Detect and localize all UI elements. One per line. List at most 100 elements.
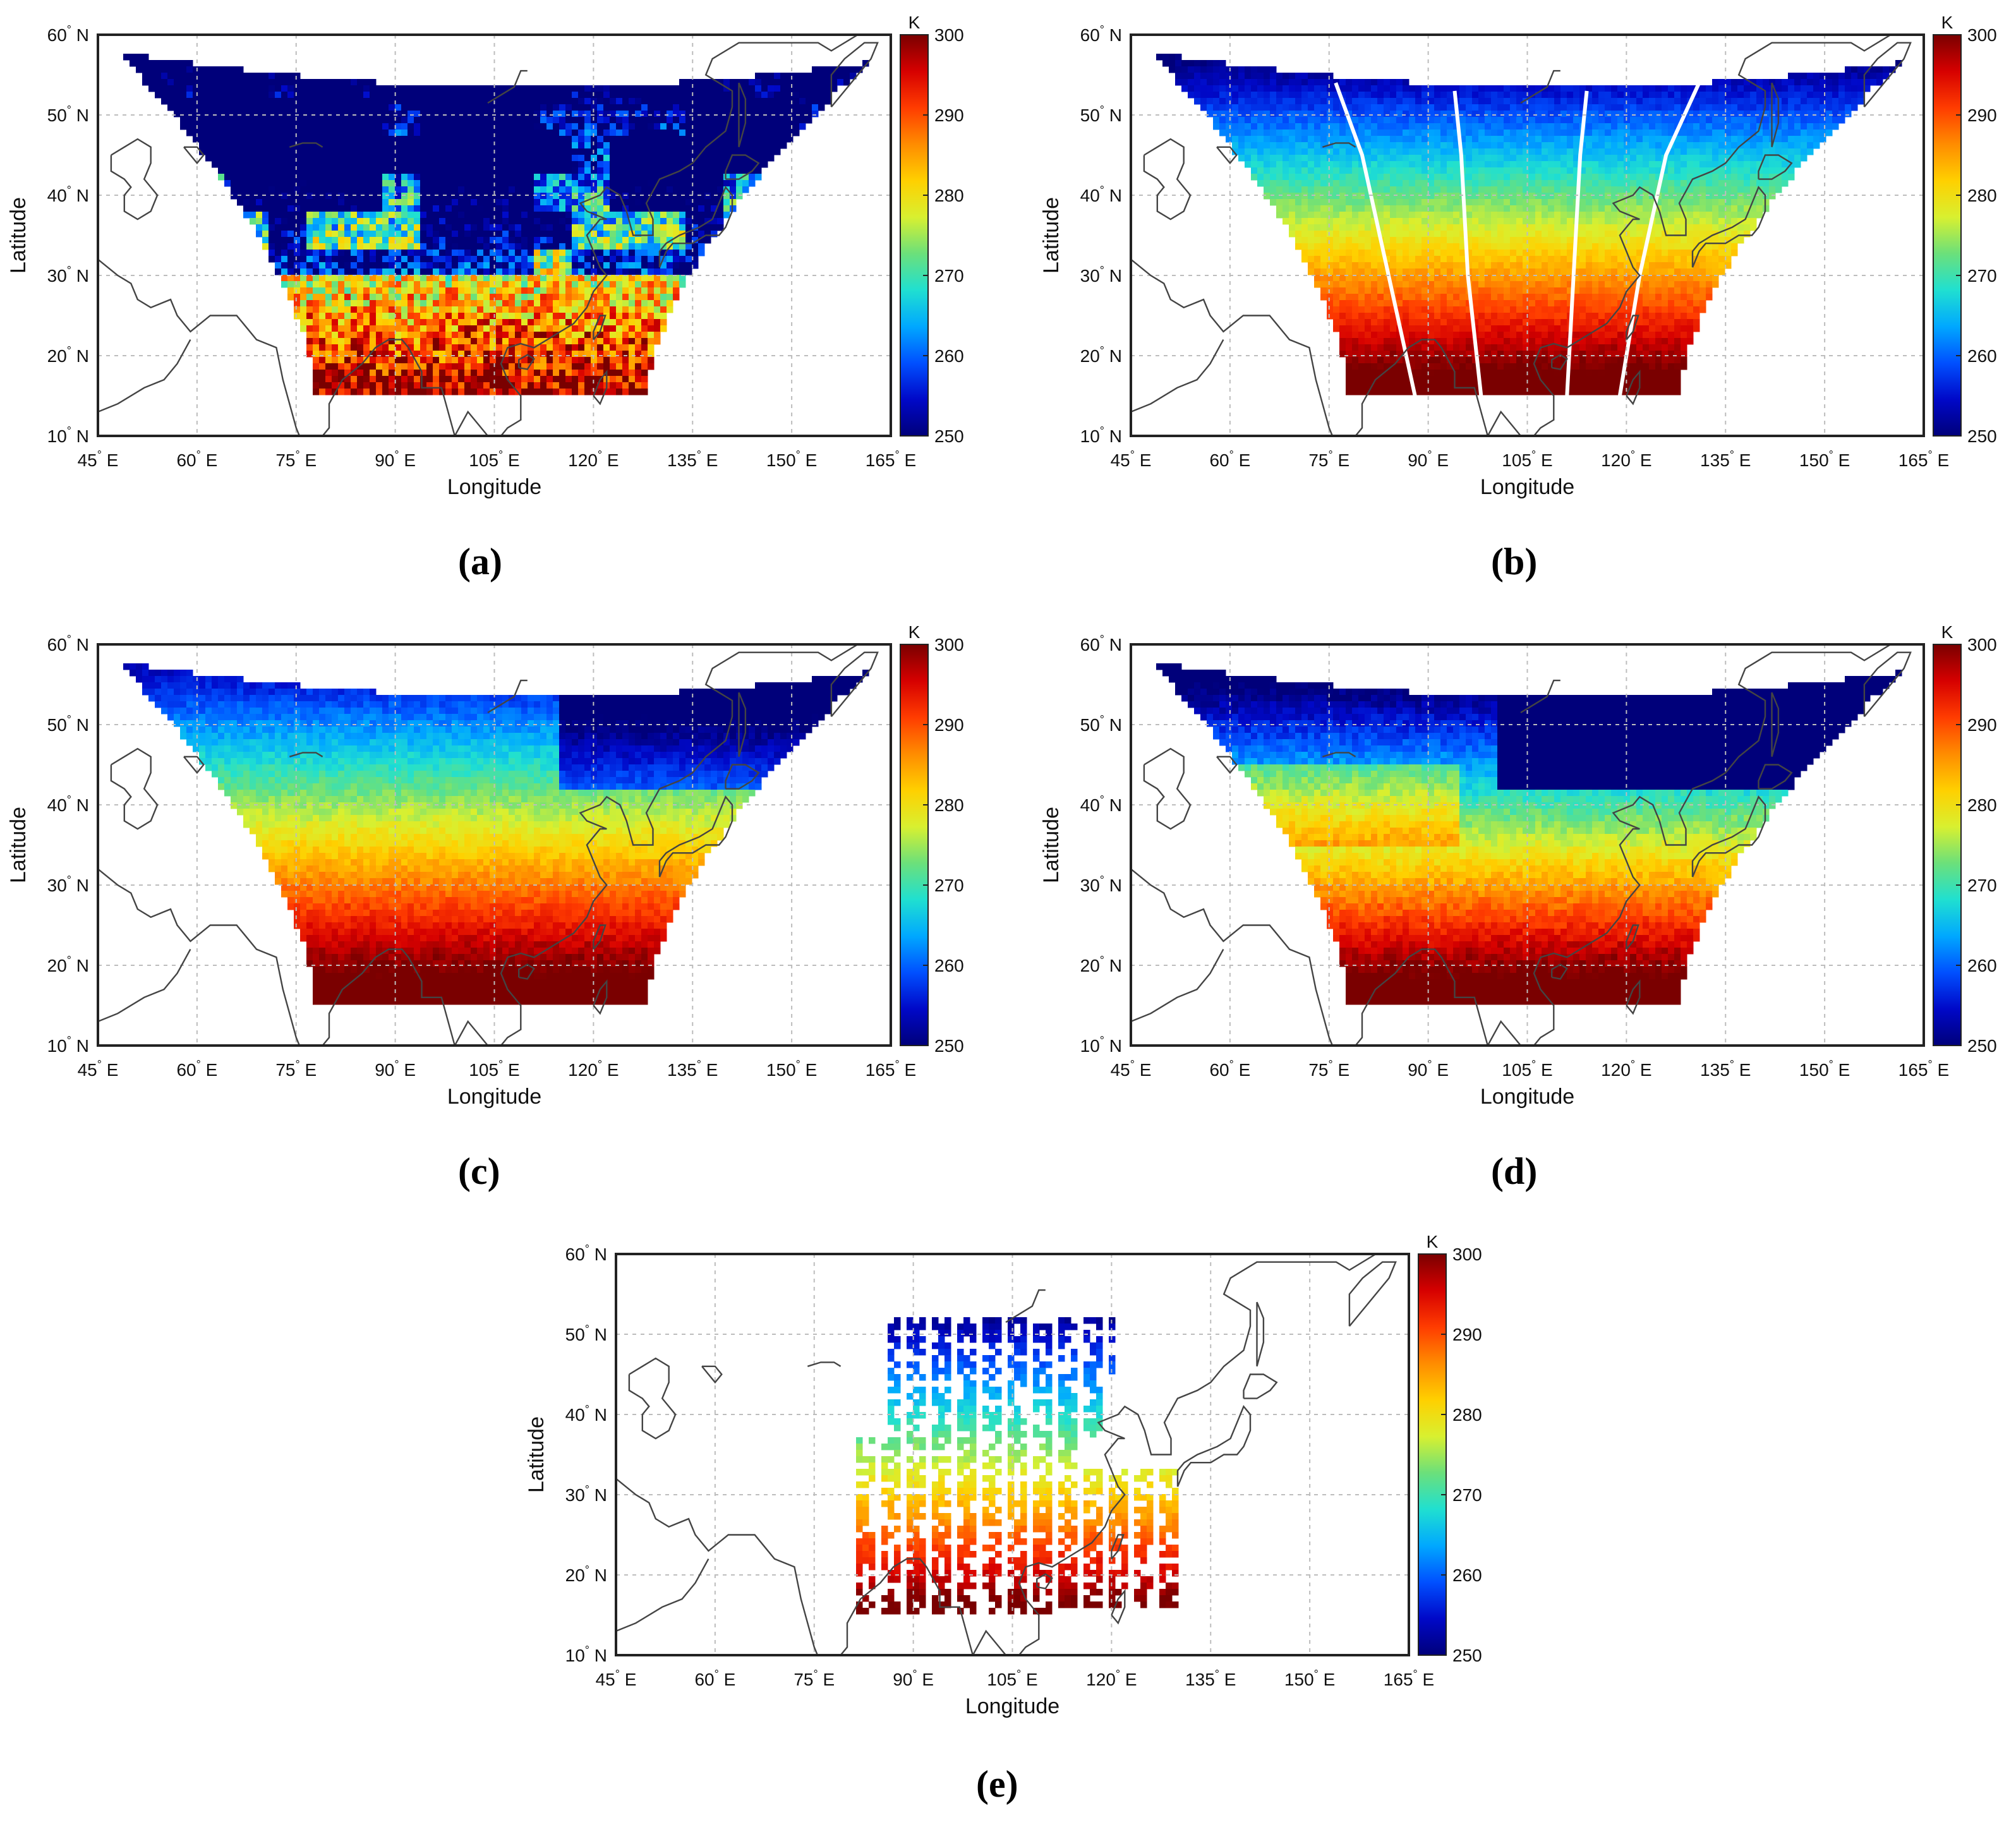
swath-boundary [1452, 90, 1483, 396]
colorbar-tick-label: 260 [1967, 956, 1997, 975]
y-tick-label: 10° N [1080, 1034, 1122, 1056]
caption-d: (d) [1491, 1150, 1538, 1192]
colorbar [1933, 644, 1962, 1046]
x-tick-label: 120° E [568, 449, 619, 470]
x-tick-label: 60° E [176, 1058, 217, 1080]
x-tick-label: 150° E [766, 449, 817, 470]
x-tick-label: 135° E [667, 1058, 718, 1080]
x-tick-label: 135° E [1700, 449, 1751, 470]
map-panel-e: 45° E 60° E 75° E 90° E 105° E 120° E 135° E 15… [518, 1232, 1504, 1731]
y-tick-label: 20° N [47, 344, 89, 366]
y-tick-label: 60° N [47, 633, 89, 654]
colorbar-tick-label: 290 [1967, 715, 1997, 735]
y-tick-label: 20° N [1080, 344, 1122, 366]
map-panel-d: 45° E 60° E 75° E 90° E 105° E 120° E 135° E 15… [1033, 622, 2016, 1121]
x-tick-label: 60° E [1209, 449, 1250, 470]
x-tick-label: 45° E [596, 1668, 637, 1689]
x-tick-label: 75° E [275, 449, 317, 470]
x-tick-label: 135° E [1185, 1668, 1236, 1689]
y-tick-label: 50° N [565, 1323, 607, 1344]
x-tick-label: 120° E [1601, 449, 1651, 470]
y-tick-label: 60° N [1080, 23, 1122, 45]
y-tick-label: 10° N [565, 1644, 607, 1665]
y-tick-label: 10° N [1080, 425, 1122, 446]
map-panel-a: 45° E 60° E 75° E 90° E 105° E 120° E 135° E 15… [0, 13, 986, 512]
coastlines [1131, 644, 1912, 1046]
x-tick-label: 165° E [866, 1058, 916, 1080]
colorbar-tick-label: 250 [934, 1036, 964, 1056]
y-axis-label: Latitude [6, 197, 30, 274]
colorbar-unit: K [908, 13, 920, 32]
x-tick-label: 105° E [469, 1058, 519, 1080]
plot-frame [615, 1253, 1410, 1656]
plot-frame [97, 33, 892, 437]
x-tick-label: 90° E [375, 1058, 416, 1080]
y-tick-label: 10° N [47, 425, 89, 446]
colorbar-tick-label: 270 [1967, 876, 1997, 895]
map-panel-c: 45° E 60° E 75° E 90° E 105° E 120° E 135° E 15… [0, 622, 986, 1121]
caption-b: (b) [1491, 541, 1538, 582]
map-svg: 45° E 60° E 75° E 90° E 105° E 120° E 135° E 15… [1039, 13, 1997, 499]
x-tick-label: 150° E [1284, 1668, 1335, 1689]
colorbar-tick-label: 300 [1452, 1245, 1482, 1264]
colorbar [1933, 34, 1962, 437]
plot-frame [97, 643, 892, 1047]
x-tick-label: 90° E [1408, 449, 1449, 470]
x-tick-label: 75° E [1308, 1058, 1349, 1080]
x-tick-label: 60° E [176, 449, 217, 470]
colorbar-tick-label: 250 [1967, 1036, 1997, 1056]
y-tick-label: 50° N [1080, 104, 1122, 125]
y-tick-label: 60° N [47, 23, 89, 45]
x-tick-label: 45° E [1111, 1058, 1152, 1080]
map-svg: 45° E 60° E 75° E 90° E 105° E 120° E 135° E 15… [6, 13, 964, 499]
colorbar-tick-label: 300 [934, 635, 964, 654]
x-tick-label: 60° E [1209, 1058, 1250, 1080]
coastlines [1131, 35, 1912, 436]
colorbar-tick-label: 280 [934, 186, 964, 205]
y-tick-label: 40° N [1080, 793, 1122, 815]
map-svg: 45° E 60° E 75° E 90° E 105° E 120° E 135° E 15… [6, 622, 964, 1109]
y-tick-label: 30° N [47, 874, 89, 895]
colorbar-unit: K [1941, 13, 1953, 32]
y-axis-label: Latitude [6, 807, 30, 883]
coastlines [98, 35, 879, 436]
colorbar [900, 34, 929, 437]
y-tick-label: 40° N [565, 1403, 607, 1425]
colorbar [900, 644, 929, 1046]
colorbar-tick-label: 290 [1967, 106, 1997, 125]
plot-frame [1130, 33, 1925, 437]
colorbar-tick-label: 270 [934, 266, 964, 286]
temperature-field [1156, 54, 1902, 397]
y-axis-label: Latitude [1039, 807, 1063, 883]
colorbar-unit: K [908, 622, 920, 642]
colorbar [1418, 1253, 1447, 1656]
colorbar-tick-label: 280 [1452, 1405, 1482, 1425]
x-tick-label: 165° E [1898, 449, 1949, 470]
x-tick-label: 60° E [694, 1668, 735, 1689]
y-tick-label: 40° N [1080, 184, 1122, 205]
y-axis-label: Latitude [1039, 197, 1063, 274]
colorbar-tick-label: 260 [1452, 1565, 1482, 1585]
plot-frame [1130, 643, 1925, 1047]
x-tick-label: 105° E [1502, 1058, 1552, 1080]
y-tick-label: 10° N [47, 1034, 89, 1056]
y-tick-label: 20° N [47, 954, 89, 975]
x-tick-label: 135° E [1700, 1058, 1751, 1080]
y-tick-label: 30° N [565, 1483, 607, 1505]
colorbar-tick-label: 260 [934, 346, 964, 366]
coastlines [616, 1254, 1397, 1655]
colorbar-tick-label: 270 [1967, 266, 1997, 286]
colorbar-tick-label: 300 [1967, 25, 1997, 45]
x-tick-label: 90° E [893, 1668, 934, 1689]
x-tick-label: 105° E [987, 1668, 1037, 1689]
colorbar-tick-label: 290 [934, 106, 964, 125]
x-tick-label: 150° E [1799, 449, 1850, 470]
y-tick-label: 20° N [565, 1564, 607, 1585]
colorbar-tick-label: 280 [934, 795, 964, 815]
colorbar-tick-label: 260 [934, 956, 964, 975]
x-axis-label: Longitude [965, 1694, 1059, 1718]
colorbar-unit: K [1427, 1232, 1439, 1251]
x-tick-label: 75° E [1308, 449, 1349, 470]
y-tick-label: 40° N [47, 184, 89, 205]
temperature-field [856, 1317, 1179, 1615]
